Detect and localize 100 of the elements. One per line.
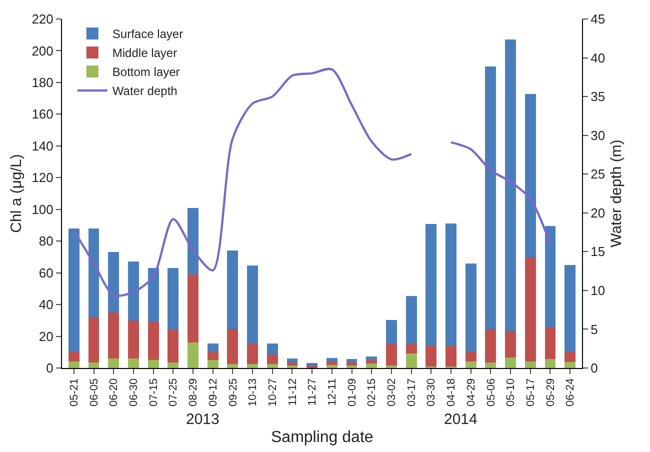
y-tick-label: 0 [46, 360, 54, 376]
bar [406, 354, 417, 368]
bar [366, 356, 378, 360]
bar [426, 346, 437, 366]
x-tick-label: 05-17 [524, 378, 537, 407]
bar [465, 263, 476, 352]
bar [386, 320, 397, 344]
bar [465, 362, 476, 368]
bar [128, 320, 139, 358]
bar [188, 274, 198, 343]
legend-label: Water depth [112, 84, 178, 98]
x-tick-label: 04-18 [446, 378, 458, 407]
bar [88, 317, 100, 362]
bar [286, 358, 298, 362]
y-tick-label: 60 [38, 265, 54, 280]
bar [148, 268, 159, 322]
x-tick-label: 10-13 [247, 378, 260, 407]
x-tick-label: 03-02 [386, 378, 398, 407]
bar [168, 362, 179, 368]
bar [306, 363, 318, 366]
bar [564, 265, 576, 352]
bar [266, 364, 278, 368]
bar [544, 226, 556, 328]
x-tick-label: 11-12 [286, 378, 299, 406]
bar [386, 365, 397, 368]
bar [406, 296, 417, 344]
bar [505, 330, 516, 358]
bar [485, 66, 496, 330]
bar [148, 360, 159, 368]
bar [406, 344, 417, 354]
x-tick-label: 09-12 [207, 378, 220, 407]
y2-axis-title: Water depth (m) [608, 140, 626, 248]
bar [544, 358, 556, 368]
bar [326, 361, 338, 365]
bar [128, 262, 139, 320]
x-axis-title: Sampling date [271, 429, 374, 446]
legend-label: Bottom layer [112, 65, 180, 80]
legend-label: Middle layer [112, 46, 178, 60]
y2-tick-label: 20 [590, 205, 606, 220]
bar [266, 354, 278, 364]
y-tick-label: 160 [32, 106, 54, 122]
bar [485, 362, 496, 368]
bar [386, 344, 397, 366]
bar [446, 224, 456, 346]
bar [524, 361, 536, 368]
bar [227, 364, 238, 368]
bar [266, 343, 278, 355]
x-tick-label: 02-15 [366, 378, 378, 407]
bar [227, 329, 238, 364]
bar [168, 268, 179, 330]
bar [286, 362, 298, 366]
x-tick-label: 07-25 [168, 378, 180, 407]
bar [247, 343, 258, 364]
y-tick-label: 200 [32, 43, 54, 58]
bar [524, 258, 536, 362]
y2-tick-label: 10 [590, 282, 606, 298]
x-tick-label: 07-15 [148, 378, 160, 407]
bar [247, 364, 258, 368]
y2-tick-label: 40 [590, 50, 606, 66]
bar [207, 360, 218, 368]
bar [88, 228, 100, 318]
x-tick-label: 06-05 [88, 378, 100, 407]
bar [188, 342, 198, 368]
bar [247, 266, 258, 344]
y-tick-label: 100 [32, 202, 54, 217]
bar [524, 94, 536, 258]
bar [426, 224, 437, 346]
y2-tick-label: 45 [590, 12, 606, 27]
x-tick-label: 09-25 [227, 378, 240, 407]
bar [188, 208, 198, 274]
y-axis-title: Chl a (μg/L) [8, 154, 25, 233]
bar [108, 312, 120, 358]
x-tick-label: 03-30 [426, 378, 438, 407]
y2-tick-label: 5 [590, 322, 598, 337]
y2-tick-label: 35 [590, 89, 606, 104]
bar [227, 250, 238, 330]
bar [326, 358, 338, 362]
bar [108, 252, 120, 312]
y-tick-label: 220 [32, 12, 54, 27]
text: 2014 [444, 411, 478, 428]
x-tick-label: 08-29 [188, 378, 200, 407]
x-tick-label: 06-24 [564, 378, 577, 407]
bar [564, 362, 576, 368]
y2-tick-label: 25 [590, 166, 606, 182]
x-tick-label: 11-27 [306, 378, 319, 406]
y-tick-label: 180 [32, 75, 54, 90]
bar [168, 330, 179, 362]
bar [485, 329, 496, 362]
bar [505, 40, 516, 331]
x-tick-label: 03-17 [406, 378, 418, 407]
bar [108, 358, 120, 368]
bar [68, 362, 80, 368]
bar [544, 327, 556, 359]
y-tick-label: 80 [38, 234, 54, 249]
x-tick-label: 01-09 [346, 378, 358, 407]
bar [128, 358, 139, 368]
bar [346, 359, 358, 362]
y2-tick-label: 30 [590, 128, 606, 143]
x-tick-label: 04-29 [465, 378, 478, 407]
bar [446, 346, 456, 366]
